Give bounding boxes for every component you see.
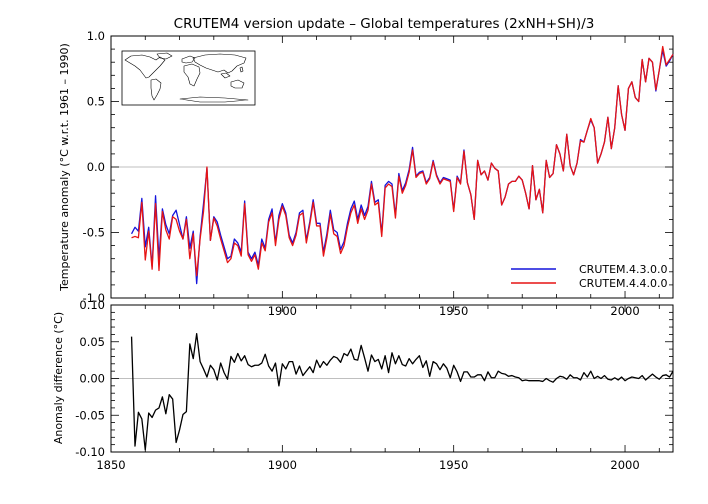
legend: CRUTEM.4.3.0.0 CRUTEM.4.4.0.0 bbox=[511, 263, 668, 290]
top-y-axis-label: Temperature anomaly (°C w.r.t. 1961 – 19… bbox=[58, 43, 71, 292]
bottom-y-tick-label: 0.10 bbox=[79, 298, 105, 312]
top-series-line-crutem-4-4-0-0 bbox=[131, 45, 674, 277]
legend-label-crutem-4-3: CRUTEM.4.3.0.0 bbox=[579, 263, 668, 276]
bottom-y-tick-label: -0.10 bbox=[75, 445, 105, 459]
bottom-x-tick-label: 1850 bbox=[96, 458, 125, 472]
legend-label-crutem-4-4: CRUTEM.4.4.0.0 bbox=[579, 277, 668, 290]
top-y-tick-label: 0.5 bbox=[87, 95, 105, 109]
bottom-x-tick-label: 1950 bbox=[439, 458, 468, 472]
world-map-inset bbox=[121, 50, 256, 106]
bottom-y-tick-label: 0.05 bbox=[79, 335, 105, 349]
top-y-tick-label: -0.5 bbox=[83, 226, 105, 240]
bottom-plot-layer: 1850 1900 1950 2000 0.10 0.05 0.00 -0.05 -0.10 bbox=[75, 298, 674, 472]
bottom-x-tick-label: 2000 bbox=[610, 458, 639, 472]
top-y-tick-label: 0.0 bbox=[87, 160, 105, 174]
bottom-series-line-anomaly-difference bbox=[130, 333, 674, 451]
bottom-y-tick-label: -0.05 bbox=[75, 408, 105, 422]
bottom-x-tick-label: 1900 bbox=[268, 458, 297, 472]
bottom-y-axis-label: Anomaly difference (°C) bbox=[52, 312, 65, 444]
top-y-tick-label: 1.0 bbox=[87, 29, 105, 43]
chart-title: CRUTEM4 version update – Global temperat… bbox=[174, 16, 595, 32]
bottom-y-tick-label: 0.00 bbox=[79, 372, 105, 386]
top-y-tick-label: -1.0 bbox=[83, 291, 105, 305]
